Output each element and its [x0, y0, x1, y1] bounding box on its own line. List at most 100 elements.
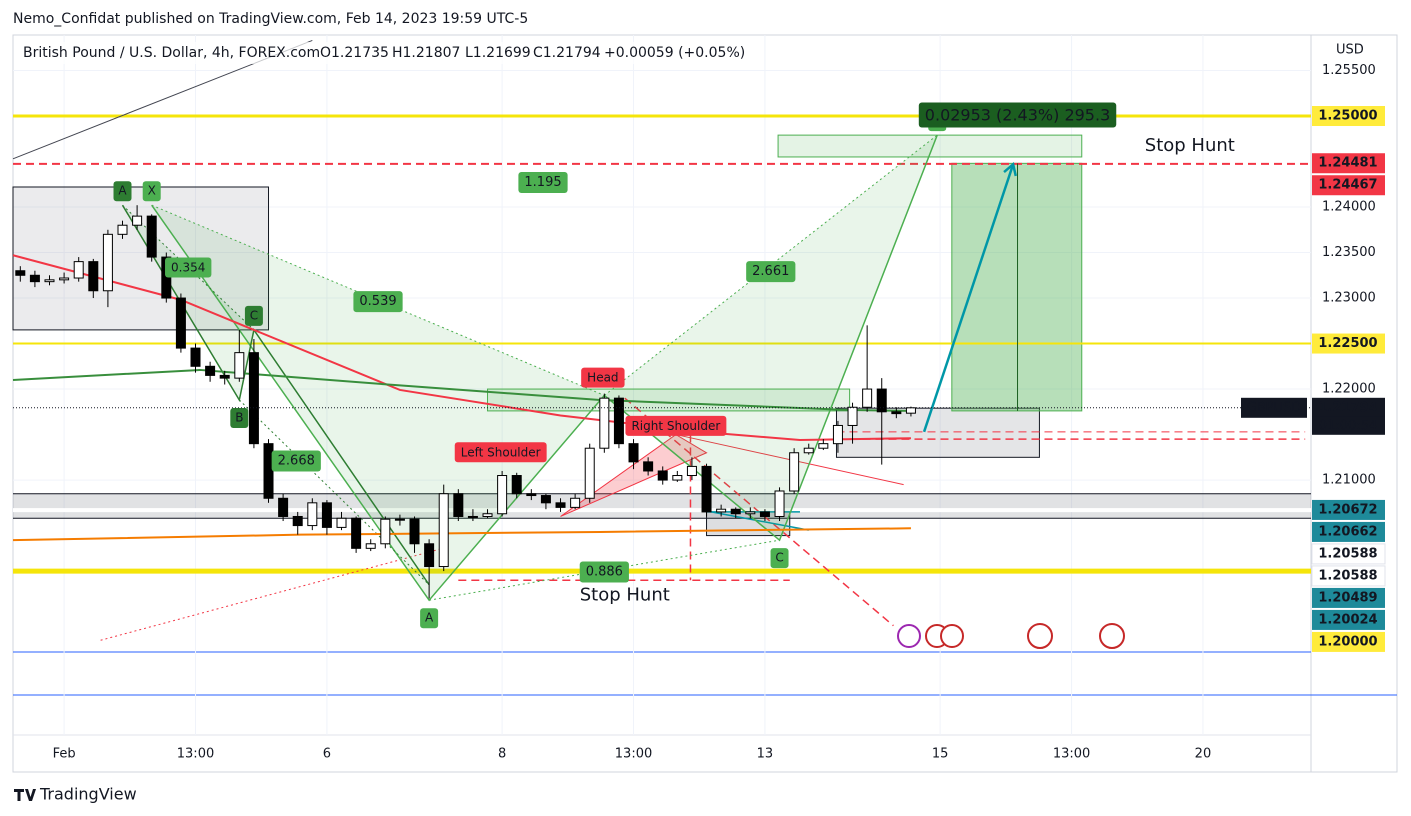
- event-icon[interactable]: [897, 624, 921, 648]
- ohlc-low: L1.21699: [465, 45, 531, 61]
- annotation: 0.02953 (2.43%) 295.3: [925, 106, 1110, 125]
- price-label: 1.20662: [1318, 524, 1377, 539]
- candle-body: [599, 397, 610, 449]
- pattern-label: C: [775, 551, 783, 565]
- candle-body: [175, 297, 186, 349]
- moving-average: [12, 527, 911, 542]
- candle-body: [102, 233, 113, 292]
- pattern-label-bg: [244, 305, 263, 326]
- price-label-bg: [1312, 333, 1385, 354]
- pattern-label: A: [118, 184, 127, 198]
- x-tick-label: 6: [323, 747, 331, 762]
- candle-body: [686, 465, 697, 477]
- price-label: 1.20000: [1318, 634, 1377, 649]
- candle-body: [584, 447, 595, 499]
- candle-body: [628, 443, 639, 463]
- pattern-label-bg: [420, 608, 439, 629]
- x-tick-label: 20: [1195, 747, 1212, 762]
- moving-average: [12, 254, 911, 442]
- annotation: Head: [587, 371, 618, 385]
- frame: [12, 34, 1398, 773]
- candle-body: [818, 443, 829, 449]
- annotation: Right Shoulder: [631, 419, 720, 433]
- candle-body: [248, 352, 259, 445]
- y-tick-label: 1.23000: [1322, 291, 1376, 306]
- price-label-bg: [1312, 631, 1385, 652]
- candle-body: [424, 543, 435, 568]
- candle-body: [657, 470, 668, 481]
- price-label: 1.25000: [1318, 109, 1377, 124]
- pattern-ratio-line: [429, 539, 780, 601]
- x-tick-label: 13: [757, 747, 774, 762]
- event-icon[interactable]: [940, 624, 964, 648]
- price-label: 1.24481: [1318, 156, 1377, 171]
- candle-body: [263, 443, 274, 499]
- candle-body: [497, 475, 508, 515]
- drawing-triangle: [560, 433, 708, 517]
- drawing-box: [777, 134, 1083, 158]
- candle-body: [613, 397, 624, 445]
- x-tick-label: 8: [498, 747, 506, 762]
- arrow: [922, 163, 1015, 433]
- header: British Pound / U.S. Dollar, 4h, FOREX.c…: [18, 42, 745, 64]
- pattern-label: C: [250, 308, 258, 322]
- moving-average: [12, 368, 911, 412]
- candle-body: [73, 261, 84, 279]
- price-label-bg: [1312, 521, 1385, 542]
- x-tick-label: 13:00: [1053, 747, 1090, 762]
- candle-body: [555, 502, 566, 508]
- candle-body: [205, 365, 216, 376]
- ohlc-close: C1.21794: [533, 45, 601, 61]
- annotation-bg: [746, 261, 796, 283]
- annotation: Left Shoulder: [461, 445, 541, 459]
- plot: XACDABC0.3540.5391.1952.6612.6680.886Hea…: [12, 35, 1311, 735]
- price-label: 1.24467: [1318, 178, 1377, 193]
- candle-body: [59, 277, 70, 281]
- annotation-bg: [518, 171, 568, 193]
- event-icon[interactable]: [1027, 623, 1053, 649]
- annotation: 0.886: [586, 564, 623, 579]
- event-icon[interactable]: [1099, 623, 1125, 649]
- drawing-line: [100, 548, 440, 641]
- candle-body: [862, 388, 873, 408]
- price-label-bg: [1312, 175, 1385, 196]
- candle-body: [219, 374, 230, 379]
- candle-body: [832, 424, 843, 445]
- candle-body: [190, 347, 201, 367]
- candle-body: [132, 215, 143, 226]
- drawing-line: [706, 510, 809, 531]
- candle-body: [672, 475, 683, 481]
- candle-body: [876, 388, 887, 413]
- candle-body: [146, 215, 157, 258]
- pattern-label-bg: [770, 548, 789, 569]
- candle-body: [292, 515, 303, 527]
- drawing-box: [12, 186, 270, 331]
- ohlc-open: O1.21735: [320, 45, 389, 61]
- annotation: 1.195: [524, 175, 561, 190]
- price-label: 1.21794: [1318, 400, 1377, 415]
- candle-body: [351, 517, 362, 549]
- price-label-bg: [1312, 609, 1385, 630]
- x-tick-label: 13:00: [615, 747, 652, 762]
- y-tick-label: 1.24000: [1322, 200, 1376, 215]
- annotation: 2.668: [278, 453, 315, 468]
- symbol-description: British Pound / U.S. Dollar, 4h, FOREX.c…: [23, 45, 320, 61]
- price-label-bg: [1311, 565, 1386, 587]
- candle-body: [321, 502, 332, 528]
- candle-body: [88, 261, 99, 292]
- candle-body: [540, 495, 551, 504]
- price-label-bg: [1311, 543, 1386, 565]
- candle-body: [380, 518, 391, 545]
- candle-body: [409, 518, 420, 545]
- pattern-fill: [604, 135, 938, 541]
- pattern-label: B: [235, 410, 243, 424]
- annotation: Stop Hunt: [1145, 135, 1235, 156]
- annotation: 0.354: [171, 261, 205, 275]
- pattern-fill: [151, 205, 605, 601]
- brand-logo: [14, 789, 36, 801]
- candle-body: [29, 274, 40, 283]
- countdown-bg: [1312, 416, 1385, 435]
- candle-body: [438, 493, 449, 568]
- candle-body: [730, 508, 741, 515]
